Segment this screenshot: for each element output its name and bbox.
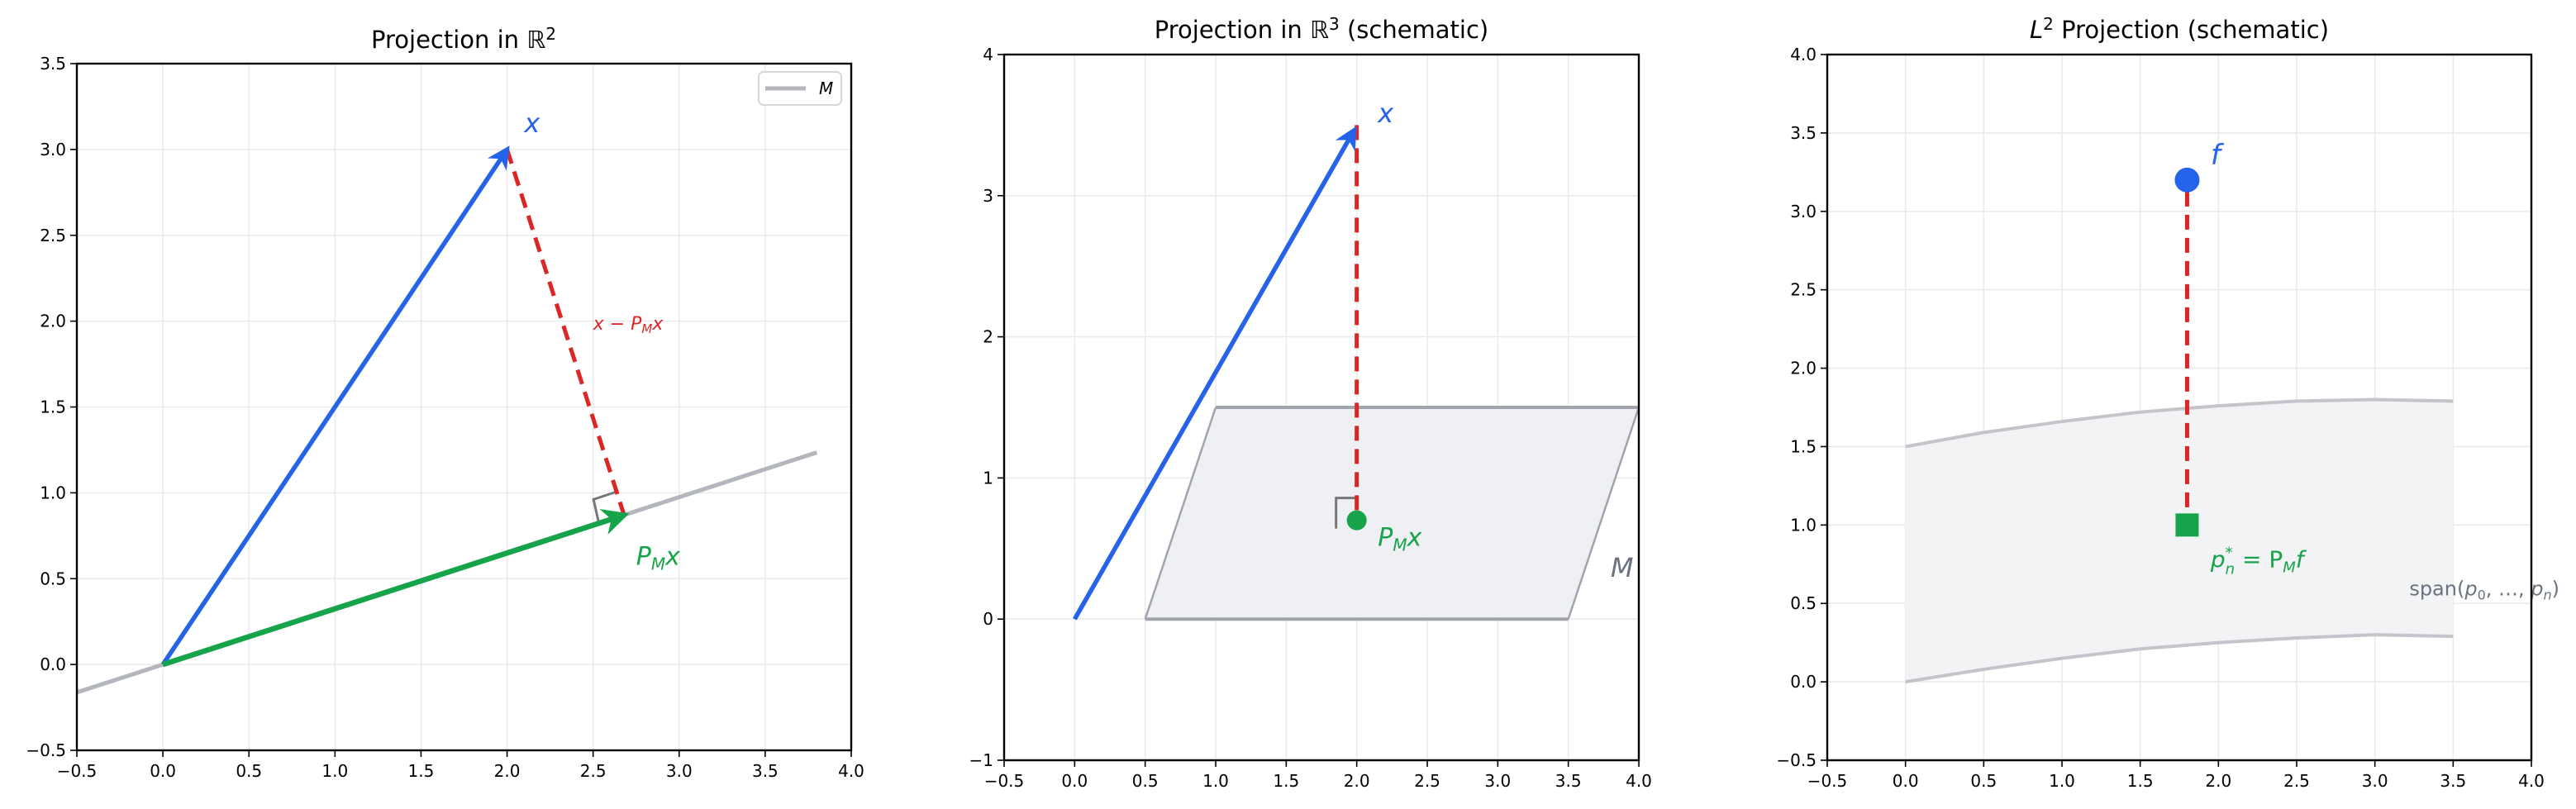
y-tick-label: 1 xyxy=(983,468,993,488)
legend-label: M xyxy=(819,79,833,98)
x-tick-label: 2.5 xyxy=(580,761,607,781)
label-x: x xyxy=(1377,98,1394,129)
x-tick-label: 3.5 xyxy=(2440,771,2466,791)
span-band xyxy=(1905,397,2454,684)
right-angle-marker xyxy=(592,489,619,526)
x-axis-ticks: −0.5 0.0 0.5 1.0 1.5 2.0 2.5 3.0 3.5 4.0 xyxy=(1807,760,2545,791)
right-angle-marker xyxy=(1335,497,1357,529)
x-tick-label: 0.5 xyxy=(1970,771,1997,791)
y-tick-label: 4.0 xyxy=(1790,45,1817,64)
y-tick-label: 0.0 xyxy=(1790,672,1817,692)
y-tick-label: 0.0 xyxy=(40,654,66,674)
x-tick-label: 1.5 xyxy=(408,761,435,781)
y-tick-label: 2.0 xyxy=(40,312,66,331)
x-tick-label: −0.5 xyxy=(984,771,1025,791)
panel-title: Projection in ℝ2 xyxy=(371,24,556,54)
x-tick-label: 3.5 xyxy=(752,761,779,781)
axes-frame xyxy=(1002,53,1640,762)
vector-pmx xyxy=(162,508,630,668)
y-tick-label: 1.5 xyxy=(40,397,66,417)
panel-l2-projection: L2 Projection (schematic) f p* n = PMf sp… xyxy=(1776,14,2559,791)
label-x: x xyxy=(523,107,540,139)
x-tick-label: 3.0 xyxy=(2362,771,2388,791)
panel-r2-projection: Projection in ℝ2 x PMx x − PMx −0.5 0.0 0.… xyxy=(26,24,864,781)
y-tick-label: 3.0 xyxy=(40,140,66,159)
label-span: span(p0, …, pn) xyxy=(2409,578,2559,603)
x-tick-label: 1.0 xyxy=(321,761,348,781)
x-tick-label: −0.5 xyxy=(1807,771,1848,791)
x-tick-label: 4.0 xyxy=(2518,771,2545,791)
y-tick-label: 2.5 xyxy=(1790,280,1817,300)
y-tick-label: −0.5 xyxy=(26,740,66,760)
panel-title: L2 Projection (schematic) xyxy=(2030,14,2329,44)
y-axis-ticks: −0.5 0.0 0.5 1.0 1.5 2.0 2.5 3.0 3.5 xyxy=(26,54,77,760)
x-tick-label: 0.5 xyxy=(236,761,262,781)
y-tick-label: 0.5 xyxy=(1790,593,1817,613)
vector-x xyxy=(160,145,510,666)
label-residual: x − PMx xyxy=(593,314,664,336)
x-tick-label: 4.0 xyxy=(1626,771,1652,791)
x-tick-label: 0.0 xyxy=(150,761,176,781)
y-tick-label: 1.0 xyxy=(40,483,66,502)
y-tick-label: 0 xyxy=(983,609,993,629)
x-axis-ticks: −0.5 0.0 0.5 1.0 1.5 2.0 2.5 3.0 3.5 4.0 xyxy=(57,750,864,781)
label-f: f xyxy=(2211,139,2225,172)
x-tick-label: 1.0 xyxy=(1202,771,1229,791)
x-tick-label: 1.5 xyxy=(1273,771,1299,791)
axes-frame xyxy=(1826,53,2533,762)
x-tick-label: 1.5 xyxy=(2127,771,2154,791)
plane-M xyxy=(1144,406,1640,621)
x-tick-label: 4.0 xyxy=(838,761,864,781)
function-point-f xyxy=(2174,167,2200,193)
y-tick-label: 1.0 xyxy=(1790,515,1817,535)
x-tick-label: 0.5 xyxy=(1132,771,1159,791)
vector-x xyxy=(1072,126,1357,621)
x-tick-label: 0.0 xyxy=(1893,771,1919,791)
projection-point xyxy=(1346,510,1367,531)
x-tick-label: 2.5 xyxy=(2283,771,2310,791)
x-axis-ticks: −0.5 0.0 0.5 1.0 1.5 2.0 2.5 3.0 3.5 4.0 xyxy=(984,760,1652,791)
x-tick-label: 2.0 xyxy=(494,761,521,781)
x-tick-label: 2.0 xyxy=(1344,771,1370,791)
panel-title: Projection in ℝ3 (schematic) xyxy=(1155,14,1489,44)
y-tick-label: 2.5 xyxy=(40,226,66,245)
y-tick-label: 1.5 xyxy=(1790,436,1817,456)
residual-dashed-line xyxy=(505,149,626,516)
x-tick-label: 2.5 xyxy=(1414,771,1440,791)
projection-point-square xyxy=(2175,513,2199,537)
panel-r3-projection: Projection in ℝ3 (schematic) M x PMx −0.… xyxy=(969,14,1652,791)
grid xyxy=(76,63,852,751)
y-tick-label: −1 xyxy=(969,750,993,770)
x-tick-label: 2.0 xyxy=(2205,771,2231,791)
y-tick-label: −0.5 xyxy=(1776,750,1817,770)
y-tick-label: 4 xyxy=(983,45,993,64)
x-tick-label: 3.5 xyxy=(1555,771,1582,791)
y-tick-label: 2 xyxy=(983,327,993,347)
x-tick-label: 0.0 xyxy=(1061,771,1088,791)
y-tick-label: 2.0 xyxy=(1790,359,1817,378)
y-tick-label: 3.5 xyxy=(40,54,66,74)
label-pmx: PMx xyxy=(636,543,680,574)
x-tick-label: −0.5 xyxy=(57,761,98,781)
label-M: M xyxy=(1611,552,1634,583)
x-tick-label: 3.0 xyxy=(666,761,693,781)
label-pmx: PMx xyxy=(1378,523,1421,554)
y-tick-label: 0.5 xyxy=(40,569,66,588)
y-tick-label: 3.5 xyxy=(1790,123,1817,143)
legend: M xyxy=(758,71,842,106)
x-tick-label: 3.0 xyxy=(1484,771,1511,791)
y-tick-label: 3.0 xyxy=(1790,202,1817,221)
y-axis-ticks: −0.5 0.0 0.5 1.0 1.5 2.0 2.5 3.0 3.5 4.0 xyxy=(1776,45,1827,770)
x-tick-label: 1.0 xyxy=(2049,771,2075,791)
y-axis-ticks: −1 0 1 2 3 4 xyxy=(969,45,1004,770)
y-tick-label: 3 xyxy=(983,186,993,206)
